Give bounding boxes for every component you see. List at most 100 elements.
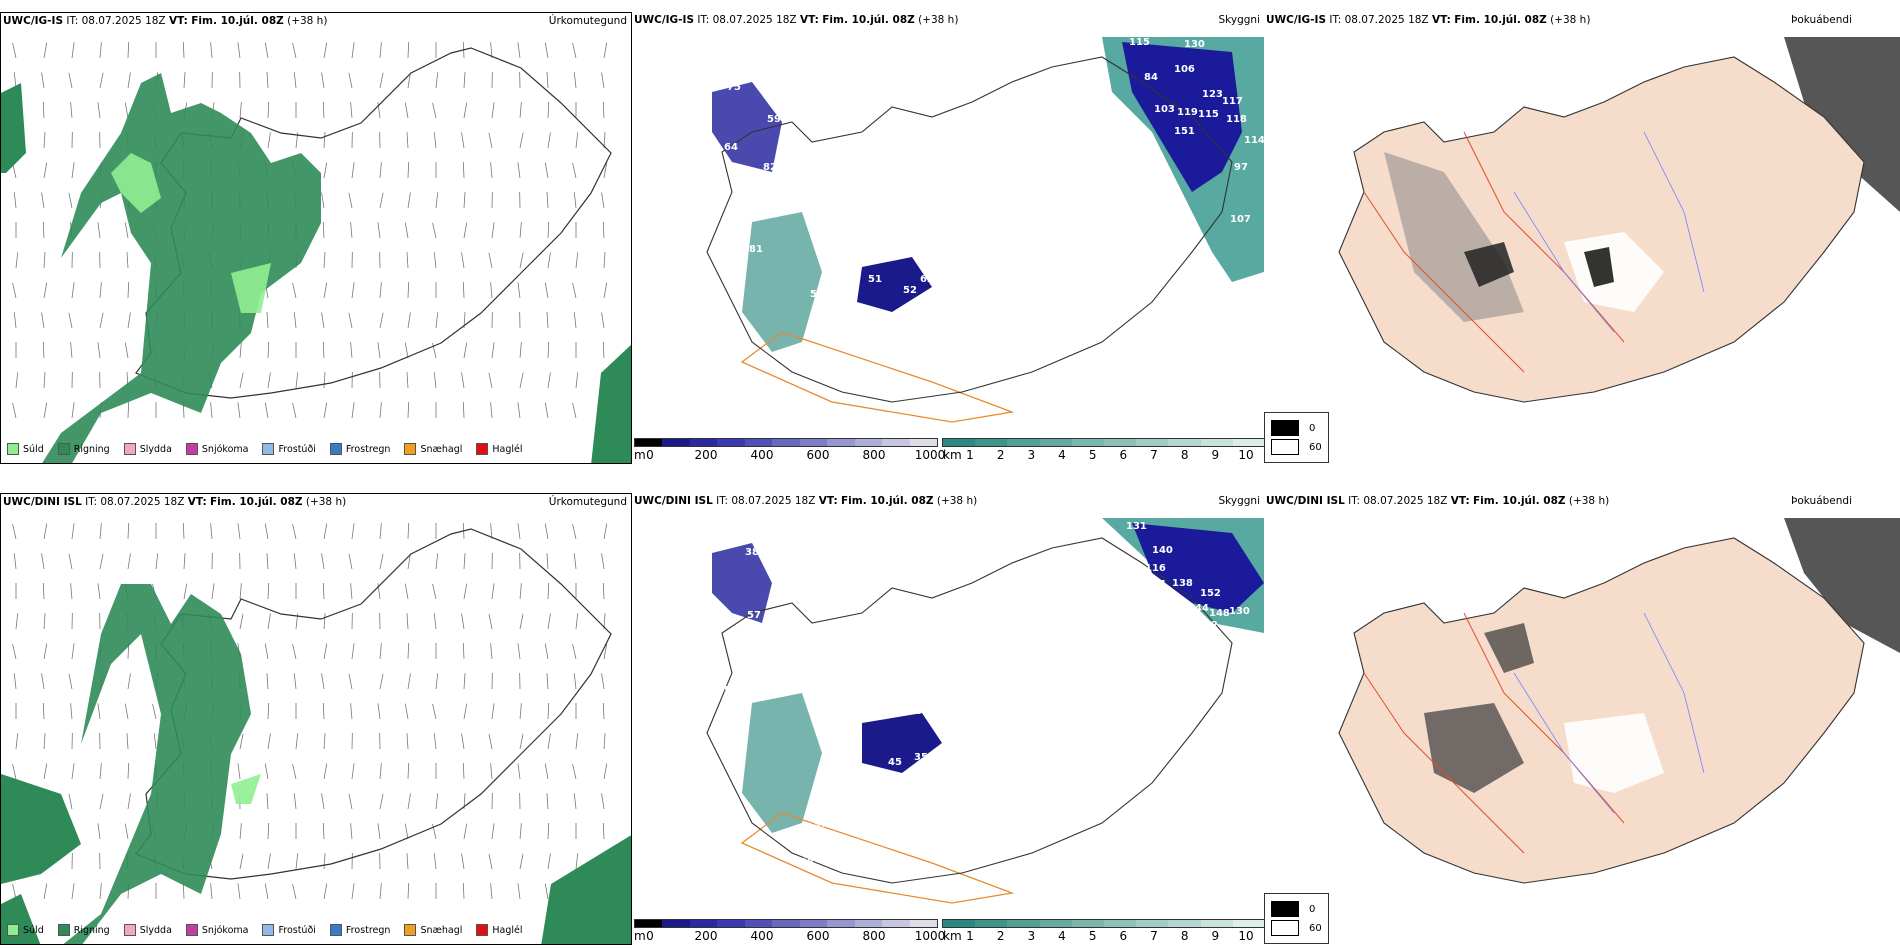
cloud-base-label: 67 — [912, 342, 926, 353]
tick-label: 7 — [1150, 929, 1158, 943]
cloud-base-label: 131 — [1126, 521, 1147, 532]
legend-label: Frostregn — [345, 924, 391, 936]
cloud-bar-m — [634, 919, 938, 928]
legend-label: Snjókoma — [201, 924, 249, 936]
fog-panel-top: UWC/IG-IS IT: 08.07.2025 18Z VT: Fim. 10… — [1264, 12, 1900, 464]
legend-swatch — [185, 924, 198, 936]
cloud-base-label: 81 — [749, 244, 763, 255]
cloud-bar-m-unit: m — [634, 929, 646, 943]
panel-header: UWC/IG-IS IT: 08.07.2025 18Z VT: Fim. 10… — [634, 14, 959, 26]
cloud-base-label: 82 — [763, 162, 777, 173]
legend-label: 60 — [1309, 441, 1322, 453]
cloud-base-label: 140 — [1152, 545, 1173, 556]
tick-label: 0 — [646, 929, 654, 943]
tick-label: 1 — [966, 929, 974, 943]
panel-title: Þokuábendi — [1791, 14, 1852, 26]
precip-legend-item: Slydda — [123, 924, 172, 936]
fog-legend: 0 60 — [1264, 412, 1329, 463]
cloud-base-label: 130 — [1184, 39, 1205, 50]
precip-legend-item: Snæhagl — [404, 924, 462, 936]
cloud-base-label: 111 — [1146, 579, 1167, 590]
legend-swatch — [1271, 420, 1299, 436]
legend-swatch — [7, 924, 19, 936]
cloud-base-label: 72 — [927, 713, 941, 724]
cloud-base-label: 74 — [820, 309, 834, 320]
legend-swatch — [404, 924, 417, 936]
cloud-base-label: 119 — [1177, 107, 1198, 118]
cloud-base-label: 78 — [807, 344, 821, 355]
tick-label: 600 — [806, 929, 830, 943]
cloud-panel-top: UWC/IG-IS IT: 08.07.2025 18Z VT: Fim. 10… — [632, 12, 1264, 464]
cloud-base-label: 72 — [925, 768, 939, 779]
fog-legend-item: 60 — [1271, 439, 1322, 455]
precip-legend-item: Frostregn — [329, 443, 391, 455]
legend-swatch — [123, 924, 136, 936]
legend-swatch — [1271, 439, 1299, 455]
precip-panel-bottom: UWC/DINI ISL IT: 08.07.2025 18Z VT: Fim.… — [0, 493, 632, 945]
cloud-base-label: 35 — [914, 752, 928, 763]
legend-label: Frostregn — [345, 443, 391, 455]
precip-legend-item: Snjókoma — [185, 924, 249, 936]
tick-label: 2 — [996, 929, 1005, 943]
legend-swatch — [262, 924, 275, 936]
legend-label: Rigning — [73, 924, 110, 936]
cloud-base-label: 115 — [1129, 37, 1150, 48]
legend-swatch — [476, 443, 489, 455]
legend-swatch — [476, 924, 489, 936]
cloud-base-label: 152 — [1200, 588, 1221, 599]
precip-legend-item: Frostúði — [262, 443, 316, 455]
tick-label: 4 — [1058, 448, 1066, 462]
tick-label: 3 — [1027, 448, 1036, 462]
tick-label: 400 — [750, 929, 774, 943]
precip-panel-top: UWC/IG-IS IT: 08.07.2025 18Z VT: Fim. 10… — [0, 12, 632, 464]
cloud-base-label: 58 — [724, 685, 738, 696]
cloud-base-label: 132 — [1197, 620, 1218, 631]
cloud-base-label: 148 — [1209, 608, 1230, 619]
precip-legend-item: Slydda — [123, 443, 172, 455]
cloud-base-label: 62 — [920, 274, 934, 285]
precip-legend-item: Rigning — [57, 924, 110, 936]
legend-label: Súld — [23, 443, 44, 455]
legend-label: Rigning — [73, 443, 110, 455]
precip-legend-item: Frostúði — [262, 924, 316, 936]
cloud-base-label: 197 — [840, 822, 861, 833]
cloud-base-label: 106 — [1174, 64, 1195, 75]
precip-legend-item: Haglél — [476, 443, 523, 455]
legend-label: Haglél — [492, 443, 523, 455]
fog-map — [1264, 518, 1900, 945]
cloud-base-label: 84 — [1144, 72, 1158, 83]
panel-header: UWC/DINI ISL IT: 08.07.2025 18Z VT: Fim.… — [1266, 495, 1610, 507]
legend-swatch — [1271, 901, 1299, 917]
tick-label: 600 — [806, 448, 830, 462]
tick-label: 800 — [862, 448, 886, 462]
legend-swatch — [57, 924, 70, 936]
precip-legend: Súld Rigning Slydda Snjókoma Frostúði Frostre… — [7, 443, 523, 455]
legend-swatch — [329, 924, 342, 936]
precip-legend-item: Rigning — [57, 443, 110, 455]
fog-map — [1264, 37, 1900, 464]
tick-label: 4 — [1058, 929, 1066, 943]
panel-title: Úrkomutegund — [548, 496, 627, 508]
cloud-base-label: 52 — [810, 289, 824, 300]
tick-label: 6 — [1119, 929, 1128, 943]
cloud-base-label: 52 — [903, 285, 917, 296]
cloud-base-label: 130 — [1229, 606, 1250, 617]
tick-label: 1 — [966, 448, 974, 462]
tick-label: 3 — [1027, 929, 1036, 943]
legend-label: 0 — [1309, 903, 1316, 915]
cloud-bar-m — [634, 438, 938, 447]
legend-swatch — [329, 443, 342, 455]
tick-label: 5 — [1088, 929, 1097, 943]
fog-panel-bottom: UWC/DINI ISL IT: 08.07.2025 18Z VT: Fim.… — [1264, 493, 1900, 945]
cloud-bar-km — [942, 438, 1264, 447]
tick-label: 1000 — [914, 929, 946, 943]
cloud-base-label: 97 — [1234, 162, 1248, 173]
cloud-base-label: 83 — [900, 248, 914, 259]
cloud-bar-m-unit: m — [634, 448, 646, 462]
legend-label: 60 — [1309, 922, 1322, 934]
tick-label: 9 — [1211, 929, 1220, 943]
cloud-base-label: 45 — [888, 757, 902, 768]
tick-label: 8 — [1180, 448, 1189, 462]
